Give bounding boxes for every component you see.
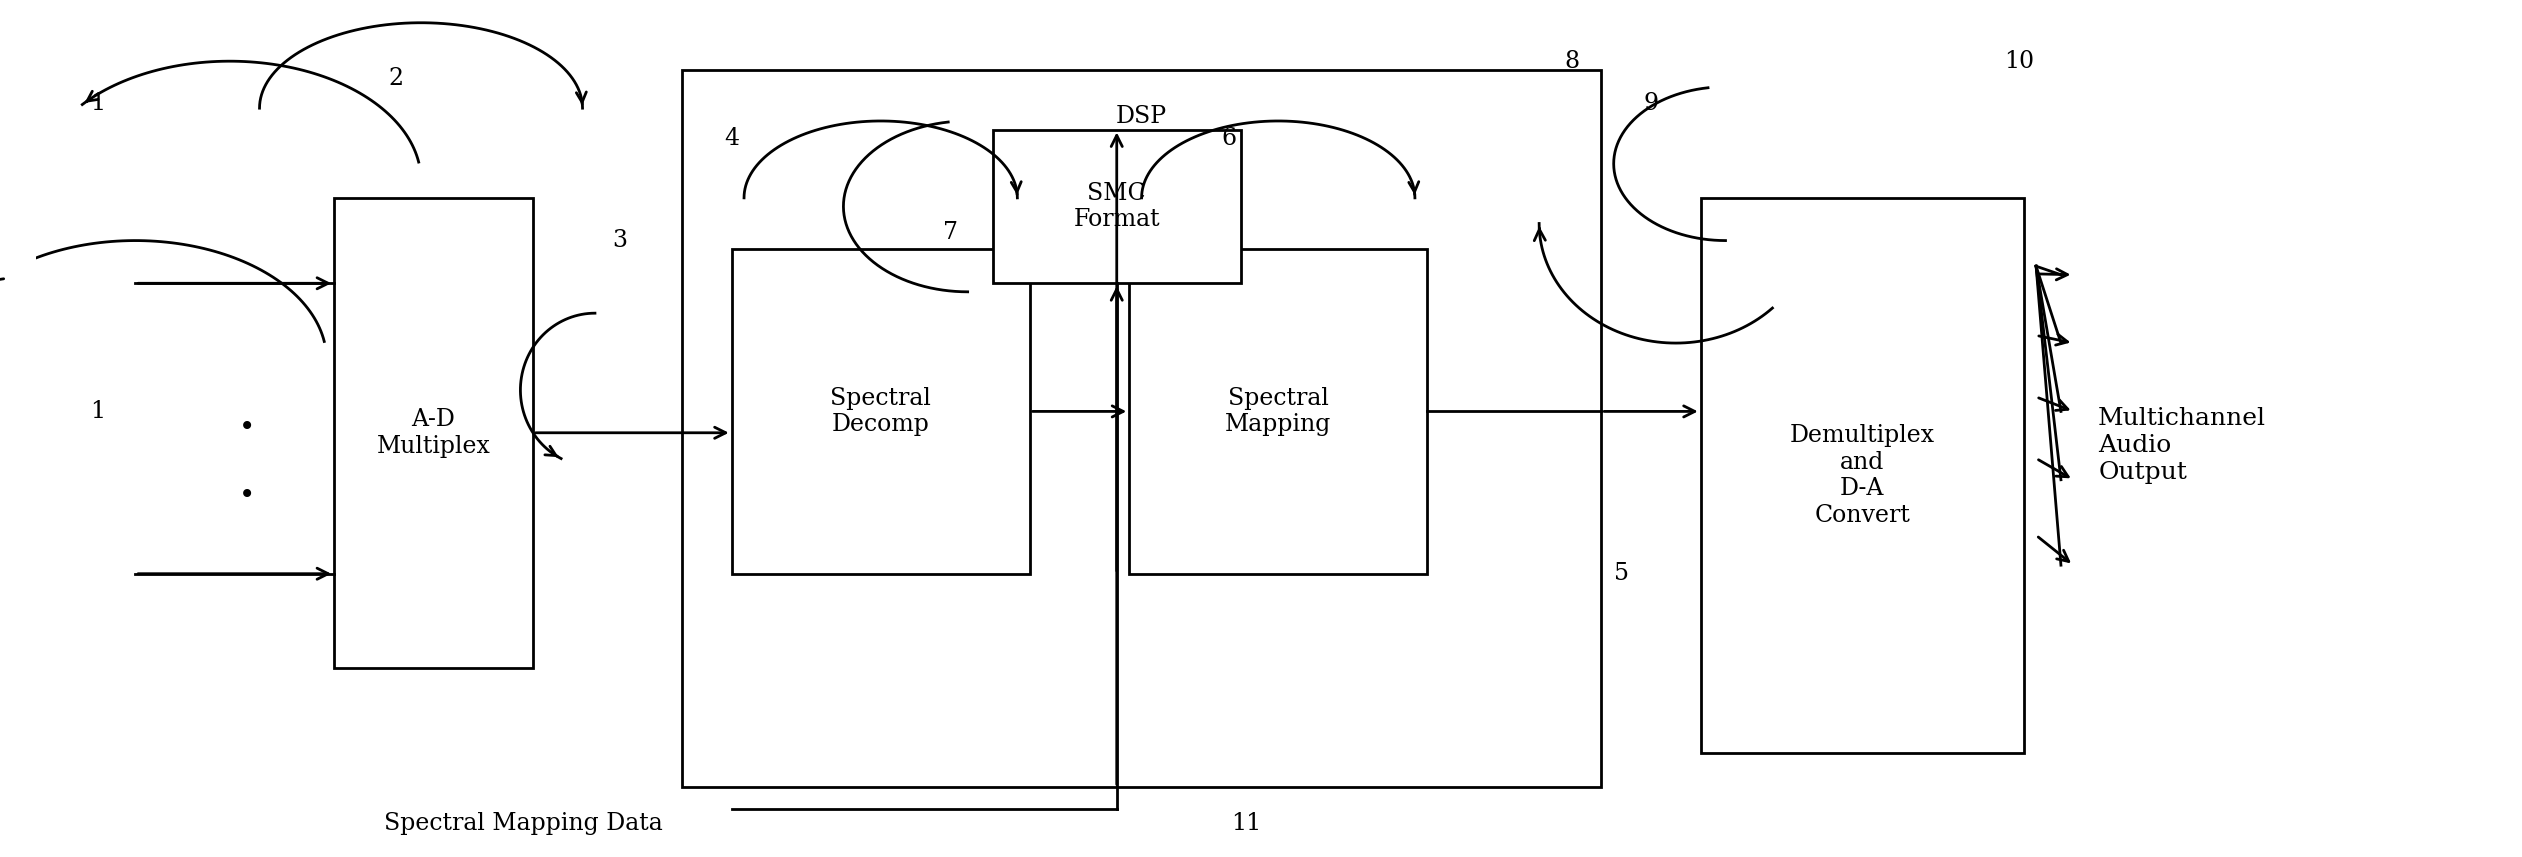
Text: SMC
Format: SMC Format <box>1074 182 1160 231</box>
Text: 8: 8 <box>1564 50 1579 73</box>
Text: •: • <box>240 483 255 510</box>
Text: 2: 2 <box>388 67 404 90</box>
Text: 7: 7 <box>943 220 958 243</box>
Text: Spectral
Decomp: Spectral Decomp <box>830 387 931 436</box>
Text: Multichannel
Audio
Output: Multichannel Audio Output <box>2098 407 2267 483</box>
Text: DSP: DSP <box>1117 105 1168 129</box>
Text: •: • <box>240 415 255 442</box>
Text: Spectral
Mapping: Spectral Mapping <box>1226 387 1332 436</box>
Bar <box>333 198 532 668</box>
Text: Demultiplex
and
D-A
Convert: Demultiplex and D-A Convert <box>1791 424 1934 527</box>
Text: 11: 11 <box>1231 812 1261 835</box>
Bar <box>1130 249 1427 573</box>
Text: 5: 5 <box>1614 562 1629 585</box>
Text: 9: 9 <box>1644 93 1659 116</box>
Text: 1: 1 <box>91 93 106 116</box>
Text: A-D
Multiplex: A-D Multiplex <box>376 408 489 458</box>
Bar <box>994 129 1241 284</box>
Text: 6: 6 <box>1221 127 1236 150</box>
Text: 4: 4 <box>724 127 739 150</box>
Text: 10: 10 <box>2002 50 2033 73</box>
Text: 1: 1 <box>91 400 106 423</box>
Bar <box>1700 198 2023 753</box>
Text: 3: 3 <box>613 229 628 252</box>
Bar <box>681 69 1601 788</box>
Bar <box>731 249 1029 573</box>
Text: Spectral Mapping Data: Spectral Mapping Data <box>383 812 663 835</box>
